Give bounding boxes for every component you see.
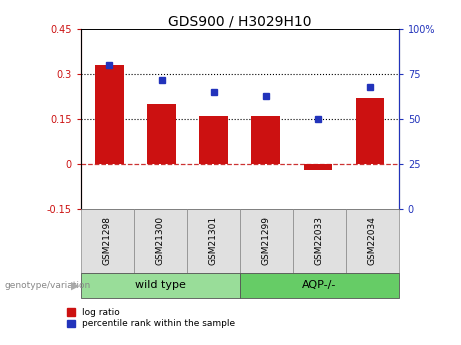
Bar xyxy=(251,116,280,164)
Bar xyxy=(240,273,399,298)
Text: GSM21299: GSM21299 xyxy=(262,216,271,265)
Bar xyxy=(240,209,293,273)
Bar xyxy=(304,164,332,170)
Text: genotype/variation: genotype/variation xyxy=(5,281,91,290)
Text: GSM21301: GSM21301 xyxy=(209,216,218,265)
Text: wild type: wild type xyxy=(135,280,186,290)
Bar xyxy=(95,65,124,164)
Text: GSM22034: GSM22034 xyxy=(368,216,377,265)
Text: GSM21300: GSM21300 xyxy=(156,216,165,265)
Bar xyxy=(147,104,176,164)
Bar xyxy=(356,98,384,164)
Text: GSM21298: GSM21298 xyxy=(103,216,112,265)
Title: GDS900 / H3029H10: GDS900 / H3029H10 xyxy=(168,14,312,28)
Bar xyxy=(81,209,134,273)
Bar xyxy=(199,116,228,164)
Bar xyxy=(187,209,240,273)
Bar xyxy=(134,209,187,273)
Text: AQP-/-: AQP-/- xyxy=(302,280,337,290)
Text: GSM22033: GSM22033 xyxy=(315,216,324,265)
Bar xyxy=(293,209,346,273)
Text: ▶: ▶ xyxy=(71,280,79,290)
Bar xyxy=(346,209,399,273)
Legend: log ratio, percentile rank within the sample: log ratio, percentile rank within the sa… xyxy=(67,308,235,328)
Bar xyxy=(81,273,240,298)
